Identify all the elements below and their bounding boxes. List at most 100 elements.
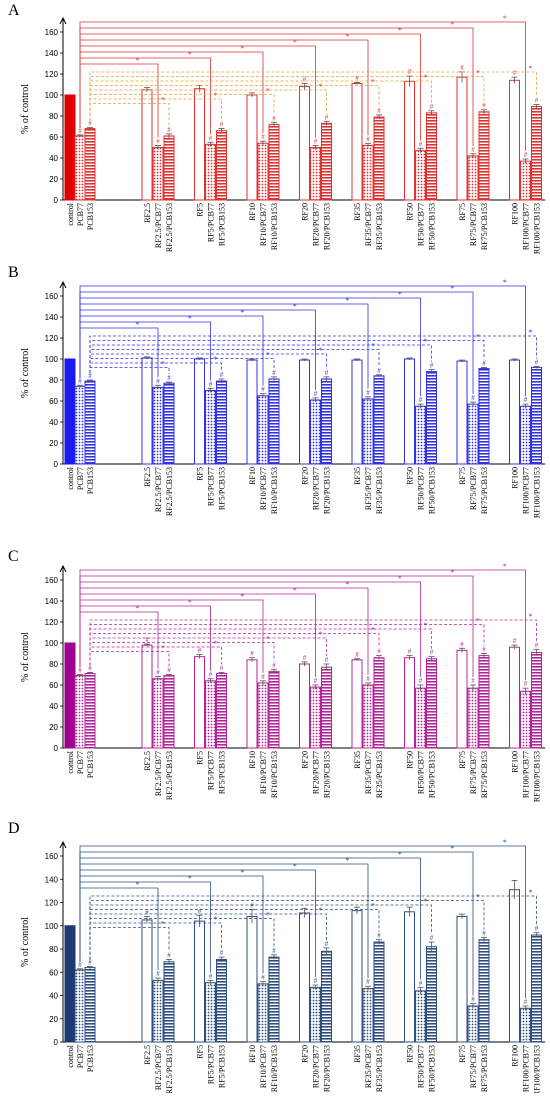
- sig-star: *: [266, 635, 270, 644]
- hash-marker: #: [524, 998, 528, 1006]
- sig-bracket-pcb153: [89, 85, 380, 121]
- bar-rf50-pcb153: [426, 371, 437, 465]
- hash-marker: #: [272, 947, 276, 955]
- sig-bracket-pcb153: [89, 71, 537, 121]
- bar-rf75-pcb153: [478, 939, 490, 1043]
- x-category-label: RF100/PCB153: [533, 1045, 542, 1093]
- x-category-label: RF10: [248, 751, 257, 769]
- sig-bracket-pcb153: [89, 909, 380, 960]
- y-axis-label: % of control: [20, 917, 31, 967]
- bar-rf100: [509, 646, 520, 749]
- bar-rf50-pcb153: [426, 112, 437, 201]
- y-tick-label: 100: [45, 922, 59, 931]
- hash-marker: #: [524, 396, 528, 404]
- hash-marker: #: [314, 677, 318, 685]
- x-category-label: RF75: [458, 203, 467, 221]
- sig-bracket-pcb153: [89, 94, 275, 121]
- panel-c: 0 20 40 60 80 100 120 140 160 % of control control…: [20, 562, 545, 802]
- hash-marker: #: [535, 641, 539, 649]
- bar-rf20-pcb153: [321, 666, 332, 749]
- hash-marker: #: [377, 648, 381, 656]
- hash-marker: #: [167, 951, 171, 959]
- bar-pcb153: [84, 672, 96, 749]
- hash-marker: #: [325, 113, 329, 121]
- bar-rf10: [246, 915, 258, 1043]
- sig-bracket-pcb153: [89, 80, 432, 121]
- sig-star: *: [398, 850, 402, 859]
- y-tick-label: 0: [54, 1038, 59, 1047]
- bar-rf5: [194, 358, 205, 465]
- x-category-label: RF10/PCB77: [259, 751, 268, 794]
- hash-marker: #: [78, 961, 82, 969]
- sig-star: *: [240, 308, 244, 317]
- x-category-label: RF35/PCB153: [375, 203, 384, 250]
- x-category-label: RF100/PCB77: [522, 751, 531, 798]
- sig-bracket-pcb77: [79, 63, 159, 138]
- y-tick-label: 20: [49, 175, 58, 184]
- bar-rf75-pcb77: [467, 403, 479, 465]
- hash-marker: #: [261, 673, 265, 681]
- y-tick-label: 60: [49, 968, 58, 977]
- bar-rf50: [404, 80, 415, 201]
- hash-marker: #: [471, 394, 475, 402]
- x-category-label: RF75: [458, 467, 467, 485]
- bar-rf5-pcb77: [205, 680, 216, 749]
- bar-rf20-pcb153: [321, 950, 332, 1043]
- sig-bracket-pcb153: [89, 642, 275, 666]
- hash-marker: #: [366, 675, 370, 683]
- hash-marker: #: [513, 637, 517, 645]
- bar-rf10-pcb153: [268, 123, 280, 201]
- hash-marker: #: [209, 972, 213, 980]
- bar-rf75-pcb153: [478, 655, 490, 749]
- y-tick-label: 100: [45, 355, 59, 364]
- hash-marker: #: [535, 358, 539, 366]
- x-category-label: RF10/PCB153: [270, 751, 279, 798]
- x-category-label: RF75/PCB77: [469, 751, 478, 794]
- x-category-label: RF2.5/PCB77: [154, 203, 163, 248]
- hash-marker: #: [355, 651, 359, 659]
- panel-d: 0 20 40 60 80 100 120 140 160 % of control control…: [20, 838, 545, 1096]
- sig-bracket-pcb153: [89, 913, 327, 960]
- hash-marker: #: [355, 74, 359, 82]
- bar-pcb77: [74, 969, 86, 1043]
- x-category-label: RF75: [458, 1045, 467, 1063]
- sig-bracket-pcb153: [89, 335, 537, 374]
- bar-rf50-pcb77: [415, 150, 426, 201]
- hash-marker: #: [471, 996, 475, 1004]
- bar-rf10-pcb77: [257, 983, 269, 1043]
- sig-star: *: [240, 44, 244, 53]
- sig-bracket-pcb77: [79, 599, 264, 673]
- hash-marker: #: [377, 932, 381, 940]
- bar-rf2-5-pcb153: [163, 135, 175, 201]
- x-category-label: RF75/PCB153: [480, 1045, 489, 1092]
- hash-marker: #: [430, 934, 434, 942]
- bar-rf35: [351, 359, 363, 465]
- sig-star: *: [293, 38, 297, 47]
- hash-marker: #: [167, 374, 171, 382]
- sig-star: *: [161, 920, 165, 929]
- bar-rf35-pcb77: [362, 684, 374, 749]
- x-category-label: RF2.5/PCB77: [154, 1045, 163, 1090]
- hash-marker: #: [482, 929, 486, 937]
- x-category-label: RF10/PCB153: [270, 1045, 279, 1092]
- hash-marker: #: [419, 677, 423, 685]
- x-category-label: RF5/PCB153: [218, 467, 227, 510]
- bar-rf20-pcb153: [321, 122, 332, 201]
- x-category-label: control: [66, 750, 75, 773]
- hash-marker: #: [314, 137, 318, 145]
- y-axis-arrow: [59, 16, 67, 25]
- x-category-label: RF75/PCB77: [469, 203, 478, 246]
- bar-rf50: [404, 911, 415, 1043]
- bar-pcb153: [84, 967, 96, 1043]
- bar-pcb153: [84, 128, 96, 201]
- x-category-label: RF2.5/PCB153: [165, 751, 174, 800]
- bar-rf20-pcb77: [310, 399, 321, 465]
- sig-bracket-pcb153: [89, 344, 432, 374]
- sig-star: *: [424, 621, 428, 630]
- bar-rf20: [299, 663, 310, 749]
- sig-bracket-pcb77: [79, 875, 264, 974]
- x-category-label: RF35/PCB77: [364, 1045, 373, 1088]
- hash-marker: #: [460, 640, 464, 648]
- bar-rf20-pcb77: [310, 986, 321, 1043]
- x-category-label: RF35/PCB77: [364, 203, 373, 246]
